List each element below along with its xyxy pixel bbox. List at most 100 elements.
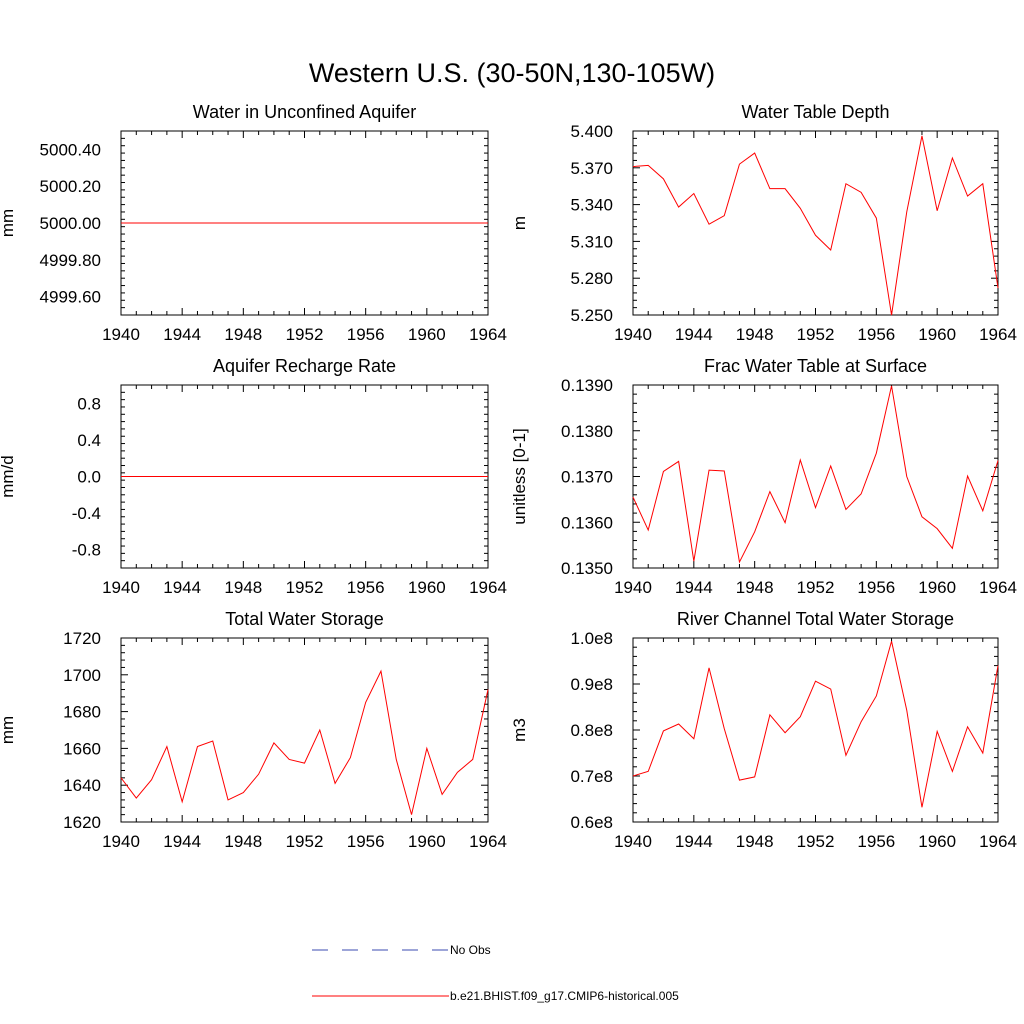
x-tick-label: 1944 [163, 325, 201, 344]
y-tick-label: 0.8 [77, 394, 101, 413]
series-line [632, 641, 999, 808]
x-tick-label: 1940 [614, 325, 652, 344]
legend-model-label: b.e21.BHIST.f09_g17.CMIP6-historical.005 [450, 989, 679, 1003]
plot-frame [120, 637, 489, 823]
panel-3: Aquifer Recharge Rate mm/d 1940 1944 1948 195… [0, 356, 507, 597]
y-tick-label: 1.0e8 [570, 629, 613, 648]
x-tick-label: 1960 [408, 325, 446, 344]
y-tick-label: 5000.00 [40, 214, 101, 233]
x-tick-label: 1940 [102, 578, 140, 597]
y-tick-label: 5000.20 [40, 177, 101, 196]
panel-title: Aquifer Recharge Rate [213, 356, 396, 376]
panel-title: Water in Unconfined Aquifer [193, 102, 416, 122]
x-tick-label: 1956 [857, 325, 895, 344]
x-tick-label: 1956 [347, 832, 385, 851]
y-tick-label: 0.7e8 [570, 767, 613, 786]
x-tick-label: 1948 [224, 578, 262, 597]
x-tick-label: 1948 [736, 578, 774, 597]
x-tick-label: 1964 [979, 578, 1017, 597]
legend-no-obs-label: No Obs [450, 943, 491, 957]
x-tick-label: 1940 [102, 325, 140, 344]
y-axis-label: mm [0, 716, 17, 744]
x-tick-label: 1960 [918, 325, 956, 344]
y-axis-label: mm [0, 209, 17, 237]
x-tick-label: 1948 [736, 325, 774, 344]
y-tick-label: 1680 [63, 703, 101, 722]
panels: Water in Unconfined Aquifer mm 1940 1944 194… [0, 102, 1017, 851]
y-tick-label: 5.370 [570, 159, 613, 178]
x-tick-label: 1940 [614, 578, 652, 597]
y-tick-label: 5.400 [570, 122, 613, 141]
y-axis-label: m [510, 216, 529, 230]
x-tick-label: 1944 [163, 578, 201, 597]
y-tick-label: 0.9e8 [570, 675, 613, 694]
series-line [632, 385, 999, 564]
x-tick-label: 1948 [224, 325, 262, 344]
y-tick-label: 4999.80 [40, 251, 101, 270]
x-tick-label: 1952 [797, 325, 835, 344]
y-tick-label: 0.6e8 [570, 813, 613, 832]
y-axis-label: mm/d [0, 455, 17, 498]
y-tick-label: 5.250 [570, 306, 613, 325]
y-tick-label: 0.1390 [561, 376, 613, 395]
y-tick-label: 5.340 [570, 196, 613, 215]
figure-title: Western U.S. (30-50N,130-105W) [309, 58, 715, 88]
x-tick-label: 1964 [469, 832, 507, 851]
y-tick-label: 0.1380 [561, 422, 613, 441]
panel-6: River Channel Total Water Storage m3 1940 1… [510, 609, 1017, 851]
x-tick-label: 1948 [736, 832, 774, 851]
y-tick-label: 5.280 [570, 269, 613, 288]
y-tick-label: 5000.40 [40, 140, 101, 159]
x-tick-label: 1960 [408, 832, 446, 851]
x-tick-label: 1960 [918, 578, 956, 597]
x-tick-label: 1964 [979, 832, 1017, 851]
panel-title: River Channel Total Water Storage [677, 609, 954, 629]
y-tick-label: -0.8 [72, 541, 101, 560]
series-line [120, 669, 489, 815]
x-tick-label: 1960 [918, 832, 956, 851]
x-tick-label: 1944 [675, 325, 713, 344]
x-tick-label: 1940 [102, 832, 140, 851]
plot-frame [632, 130, 999, 316]
x-tick-label: 1964 [469, 325, 507, 344]
x-tick-label: 1956 [857, 832, 895, 851]
x-tick-label: 1956 [347, 578, 385, 597]
plot-frame [632, 384, 999, 569]
y-tick-label: 1620 [63, 813, 101, 832]
x-tick-label: 1964 [979, 325, 1017, 344]
legend: No Obs b.e21.BHIST.f09_g17.CMIP6-histori… [312, 943, 679, 1003]
y-axis-label: unitless [0-1] [510, 428, 529, 524]
y-tick-label: 0.1350 [561, 559, 613, 578]
x-tick-label: 1964 [469, 578, 507, 597]
panel-title: Water Table Depth [741, 102, 889, 122]
y-tick-label: -0.4 [72, 504, 101, 523]
x-tick-label: 1956 [347, 325, 385, 344]
y-tick-label: 5.310 [570, 232, 613, 251]
panel-title: Total Water Storage [225, 609, 383, 629]
plot-frame [632, 637, 999, 823]
series-line [632, 135, 999, 316]
x-tick-label: 1956 [857, 578, 895, 597]
y-tick-label: 1640 [63, 776, 101, 795]
x-tick-label: 1952 [286, 832, 324, 851]
y-tick-label: 1720 [63, 629, 101, 648]
y-tick-label: 1700 [63, 666, 101, 685]
panel-5: Total Water Storage mm 1940 1944 1948 1952 195… [0, 609, 507, 851]
panel-1: Water in Unconfined Aquifer mm 1940 1944 194… [0, 102, 507, 344]
y-tick-label: 0.8e8 [570, 721, 613, 740]
y-axis-label: m3 [510, 718, 529, 742]
y-tick-label: 0.1360 [561, 513, 613, 532]
x-tick-label: 1952 [797, 832, 835, 851]
y-tick-label: 0.0 [77, 468, 101, 487]
y-tick-label: 4999.60 [40, 288, 101, 307]
x-tick-label: 1952 [286, 325, 324, 344]
x-tick-label: 1960 [408, 578, 446, 597]
y-tick-label: 1660 [63, 739, 101, 758]
x-tick-label: 1944 [163, 832, 201, 851]
x-tick-label: 1944 [675, 578, 713, 597]
panel-4: Frac Water Table at Surface unitless [0-1… [510, 356, 1017, 597]
x-tick-label: 1944 [675, 832, 713, 851]
panel-title: Frac Water Table at Surface [704, 356, 927, 376]
x-tick-label: 1952 [797, 578, 835, 597]
